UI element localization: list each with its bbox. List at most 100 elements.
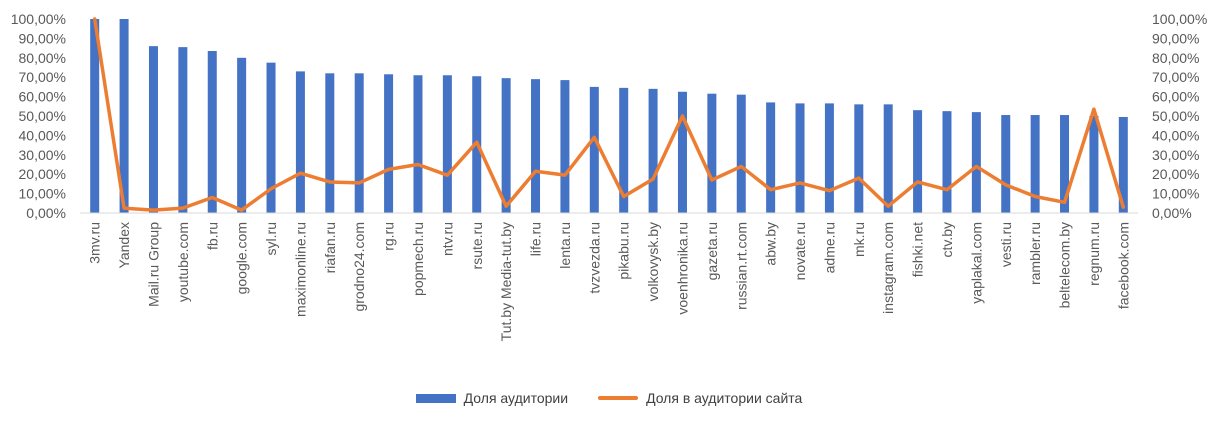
bar[interactable]: [295, 71, 305, 213]
y-tick-label-right: 30,00%: [1152, 147, 1199, 163]
y-tick-label-left: 70,00%: [19, 69, 66, 85]
line-point[interactable]: [210, 195, 214, 199]
bar[interactable]: [442, 75, 452, 213]
x-tick-label: 3mv.ru: [87, 222, 103, 264]
line-point[interactable]: [181, 206, 185, 210]
line-point[interactable]: [1033, 195, 1037, 199]
bar[interactable]: [1001, 115, 1011, 213]
line-point[interactable]: [739, 164, 743, 168]
bar[interactable]: [619, 87, 629, 213]
bar[interactable]: [648, 88, 658, 213]
legend: Доля аудитории Доля в аудитории сайта: [0, 390, 1218, 406]
bar[interactable]: [854, 104, 864, 213]
line-point[interactable]: [622, 195, 626, 199]
line-point[interactable]: [298, 171, 302, 175]
x-tick-label: facebook.com: [1115, 222, 1131, 309]
x-tick-label: vesti.ru: [998, 222, 1014, 267]
y-tick-label-left: 100,00%: [11, 11, 66, 27]
x-tick-label: mk.ru: [851, 222, 867, 257]
line-point[interactable]: [769, 188, 773, 192]
line-point[interactable]: [798, 181, 802, 185]
line-point[interactable]: [651, 177, 655, 181]
line-path[interactable]: [92, 17, 1126, 212]
bar[interactable]: [207, 51, 217, 214]
line-point[interactable]: [151, 208, 155, 212]
line-point[interactable]: [416, 163, 420, 166]
x-tick-label: instagram.com: [880, 222, 896, 314]
line-point[interactable]: [886, 204, 890, 208]
x-tick-label: Tut.by Media-tut.by: [498, 222, 514, 341]
line-point[interactable]: [827, 189, 831, 193]
line-point[interactable]: [563, 173, 567, 177]
x-tick-label: abw.by: [763, 222, 779, 266]
bar[interactable]: [266, 62, 276, 214]
line-point[interactable]: [974, 164, 978, 168]
line-point[interactable]: [857, 176, 861, 180]
x-tick-label: Yandex: [116, 222, 132, 268]
bar[interactable]: [677, 91, 687, 213]
x-tick-label: fb.ru: [204, 222, 220, 250]
x-tick-label: riafan.ru: [322, 222, 338, 273]
bar[interactable]: [354, 73, 364, 213]
line-point[interactable]: [592, 135, 596, 139]
line-point[interactable]: [475, 140, 479, 144]
bar[interactable]: [1060, 115, 1070, 213]
y-tick-label-right: 50,00%: [1152, 108, 1199, 124]
line-point[interactable]: [1121, 205, 1125, 209]
line-point[interactable]: [240, 208, 244, 212]
y-tick-label-left: 80,00%: [19, 50, 66, 66]
bar[interactable]: [913, 110, 923, 213]
line-point[interactable]: [680, 114, 684, 118]
bar[interactable]: [501, 78, 511, 213]
x-tick-label: yaplakal.com: [968, 222, 984, 304]
bar[interactable]: [1118, 116, 1128, 213]
bar[interactable]: [560, 80, 570, 213]
x-tick-label: pikabu.ru: [616, 222, 632, 280]
bar[interactable]: [119, 19, 129, 213]
legend-item-bars[interactable]: Доля аудитории: [415, 390, 568, 406]
line-point[interactable]: [387, 167, 391, 171]
bar[interactable]: [736, 94, 746, 213]
x-tick-label: volkovysk.by: [645, 222, 661, 301]
bar[interactable]: [1030, 115, 1040, 213]
line-point[interactable]: [916, 180, 920, 184]
line-point[interactable]: [269, 187, 273, 191]
bar[interactable]: [942, 111, 952, 213]
bar[interactable]: [178, 47, 188, 213]
line-point[interactable]: [710, 178, 714, 182]
line-point[interactable]: [945, 188, 949, 192]
bar[interactable]: [384, 74, 394, 213]
line-point[interactable]: [93, 17, 97, 21]
y-tick-label-right: 80,00%: [1152, 50, 1199, 66]
bar[interactable]: [707, 93, 717, 213]
bar[interactable]: [971, 112, 981, 213]
x-tick-label: ctv.by: [939, 222, 955, 258]
y-tick-label-right: 70,00%: [1152, 69, 1199, 85]
line-point[interactable]: [357, 181, 361, 185]
line-point[interactable]: [1063, 200, 1067, 204]
legend-item-line[interactable]: Доля в аудитории сайта: [598, 390, 802, 406]
bar[interactable]: [90, 19, 100, 213]
bar[interactable]: [325, 73, 335, 213]
line-point[interactable]: [504, 204, 508, 208]
bar[interactable]: [795, 103, 805, 213]
bar[interactable]: [148, 46, 158, 213]
bar[interactable]: [413, 75, 423, 213]
line-point[interactable]: [1092, 107, 1096, 111]
line-point[interactable]: [445, 173, 449, 177]
bar[interactable]: [237, 57, 247, 213]
line-point[interactable]: [328, 180, 332, 184]
line-series: [92, 17, 1126, 212]
bar[interactable]: [1089, 116, 1099, 213]
line-point[interactable]: [122, 206, 126, 210]
y-tick-label-left: 0,00%: [26, 205, 66, 221]
bar[interactable]: [824, 103, 834, 213]
x-tick-label: voenhronika.ru: [674, 222, 690, 315]
bar[interactable]: [766, 102, 776, 213]
bar[interactable]: [883, 104, 893, 213]
line-point[interactable]: [534, 169, 538, 173]
bar[interactable]: [589, 86, 599, 213]
bar[interactable]: [531, 79, 541, 213]
line-point[interactable]: [1004, 183, 1008, 187]
